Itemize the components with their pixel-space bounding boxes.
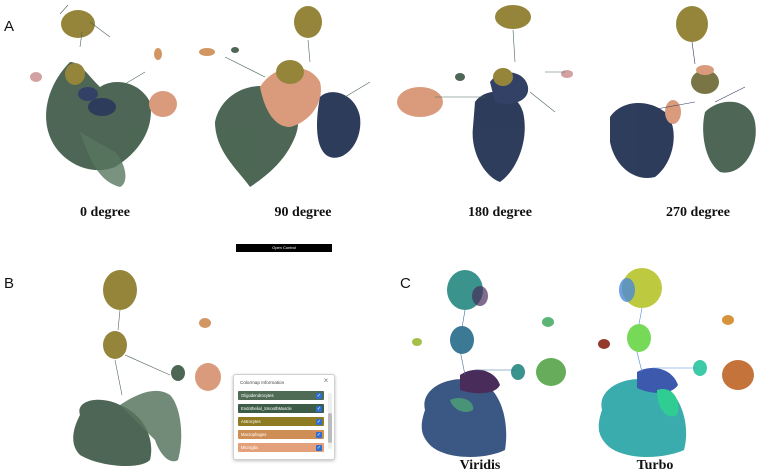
colormap-info-title: Colormap Information xyxy=(240,380,285,385)
checkbox-icon[interactable]: ✓ xyxy=(316,392,322,399)
umap-plot-colormap-filter xyxy=(60,255,230,475)
caption-90-degree: 90 degree xyxy=(274,205,332,220)
umap-plot-180-degree xyxy=(395,2,580,192)
colormap-item-label: Macrophages xyxy=(241,432,267,437)
panel-label-b: B xyxy=(4,275,15,292)
umap-plot-0-degree xyxy=(20,2,195,192)
colormap-item-label: Endothelial_SmoothMuscle xyxy=(241,406,292,411)
close-icon[interactable]: × xyxy=(323,376,329,385)
colormap-item[interactable]: Microglia ✓ xyxy=(238,443,324,452)
colormap-list: Oligodendrocytes ✓ Endothelial_SmoothMus… xyxy=(238,391,324,456)
colormap-scrollbar[interactable] xyxy=(328,393,332,449)
checkbox-icon[interactable]: ✓ xyxy=(316,444,322,451)
panel-label-c: C xyxy=(400,275,411,292)
checkbox-icon[interactable]: ✓ xyxy=(316,431,322,438)
umap-plot-viridis xyxy=(405,260,580,460)
open-control-button[interactable]: Open Control xyxy=(236,244,332,252)
colormap-item-label: Astrocytes xyxy=(241,419,261,424)
checkbox-icon[interactable]: ✓ xyxy=(316,405,322,412)
colormap-item[interactable]: Astrocytes ✓ xyxy=(238,417,324,426)
colormap-info-panel: Colormap Information × Oligodendrocytes … xyxy=(233,374,335,460)
umap-plot-90-degree xyxy=(195,2,380,192)
colormap-item-label: Microglia xyxy=(241,445,258,450)
colormap-item-label: Oligodendrocytes xyxy=(241,393,274,398)
checkbox-icon[interactable]: ✓ xyxy=(316,418,322,425)
scrollbar-thumb[interactable] xyxy=(328,413,332,443)
umap-plot-turbo xyxy=(582,260,767,460)
caption-turbo: Turbo xyxy=(636,458,674,473)
colormap-item[interactable]: Oligodendrocytes ✓ xyxy=(238,391,324,400)
caption-180-degree: 180 degree xyxy=(468,205,532,220)
caption-viridis: Viridis xyxy=(459,458,501,473)
caption-0-degree: 0 degree xyxy=(80,205,130,220)
colormap-item[interactable]: Macrophages ✓ xyxy=(238,430,324,439)
colormap-item[interactable]: Endothelial_SmoothMuscle ✓ xyxy=(238,404,324,413)
umap-plot-270-degree xyxy=(595,2,775,192)
panel-label-a: A xyxy=(4,18,15,35)
caption-270-degree: 270 degree xyxy=(666,205,730,220)
